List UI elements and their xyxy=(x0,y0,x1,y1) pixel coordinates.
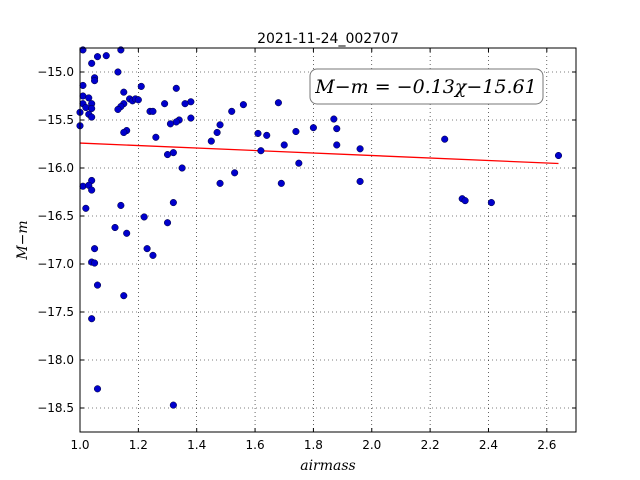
data-point xyxy=(309,124,317,132)
data-point xyxy=(120,88,128,96)
data-point xyxy=(88,104,96,113)
x-axis-label: airmass xyxy=(300,458,356,474)
data-point xyxy=(181,100,189,108)
data-point xyxy=(93,53,102,61)
data-point xyxy=(257,147,265,155)
data-point xyxy=(93,385,102,393)
data-point xyxy=(263,131,271,139)
x-tick-label: 1.4 xyxy=(187,438,206,452)
data-point xyxy=(152,133,160,141)
data-point xyxy=(102,52,110,60)
data-point xyxy=(91,259,99,267)
y-axis-label: M−m xyxy=(15,220,31,260)
data-point xyxy=(82,204,90,212)
x-tick-label: 2.6 xyxy=(537,438,556,452)
data-point xyxy=(85,94,93,102)
y-tick-label: −18.0 xyxy=(37,353,74,367)
data-point xyxy=(228,107,236,115)
grid-lines xyxy=(79,48,576,432)
x-tick-label: 1.8 xyxy=(304,438,323,452)
data-point xyxy=(172,84,180,92)
data-point xyxy=(88,59,96,67)
data-points xyxy=(76,46,563,409)
data-point xyxy=(277,179,285,187)
axis-ticks: 1.0 1.2 1.4 1.6 1.8 2.0 2.2 2.4 2.6 −15.0 −15.5 −16… xyxy=(37,48,576,452)
data-point xyxy=(178,164,186,172)
data-point xyxy=(207,137,215,145)
x-tick-label: 2.2 xyxy=(421,438,440,452)
y-tick-label: −15.0 xyxy=(37,65,74,79)
data-point xyxy=(140,213,148,221)
data-point xyxy=(114,105,122,113)
x-tick-label: 1.6 xyxy=(246,438,265,452)
data-point xyxy=(274,99,282,107)
data-point xyxy=(554,151,563,160)
data-point xyxy=(166,120,174,128)
chart-title: 2021-11-24_002707 xyxy=(257,31,399,47)
plot-frame xyxy=(79,47,577,433)
data-point xyxy=(163,151,172,159)
data-point xyxy=(163,219,172,227)
data-point xyxy=(356,145,364,153)
x-tick-label: 1.2 xyxy=(129,438,148,452)
data-point xyxy=(216,121,224,129)
data-point xyxy=(216,179,224,187)
y-tick-label: −17.5 xyxy=(37,305,74,319)
data-point xyxy=(111,223,119,232)
data-point xyxy=(117,201,125,209)
data-point xyxy=(149,107,157,115)
data-point xyxy=(213,128,221,137)
x-tick-label: 2.4 xyxy=(479,438,498,452)
y-tick-label: −18.5 xyxy=(37,401,74,415)
data-point xyxy=(79,81,87,89)
data-point xyxy=(88,315,96,323)
data-point xyxy=(91,245,99,253)
y-tick-label: −16.0 xyxy=(37,161,74,175)
data-point xyxy=(333,125,341,133)
data-point xyxy=(169,401,177,409)
fit-annotation-box: M−m = −0.13χ−15.61 xyxy=(309,68,544,105)
data-point xyxy=(461,197,469,205)
y-tick-label: −17.0 xyxy=(37,257,74,271)
data-point xyxy=(137,82,145,90)
data-point xyxy=(231,169,239,177)
data-point xyxy=(333,141,341,149)
data-point xyxy=(356,177,364,185)
data-point xyxy=(169,199,177,207)
data-point xyxy=(280,141,288,149)
data-point xyxy=(82,103,90,112)
fit-line xyxy=(79,142,559,165)
data-point xyxy=(114,68,122,76)
data-point xyxy=(161,100,169,108)
data-point xyxy=(120,128,128,137)
data-point xyxy=(187,114,195,122)
data-point xyxy=(487,199,495,207)
data-point xyxy=(239,101,247,109)
y-tick-label: −15.5 xyxy=(37,113,74,127)
data-point xyxy=(149,251,157,259)
data-point xyxy=(79,182,87,190)
fit-line-group xyxy=(79,142,559,165)
fit-annotation-frame xyxy=(309,68,544,105)
data-point xyxy=(134,96,142,104)
fit-annotation-text: M−m = −0.13χ−15.61 xyxy=(314,76,536,98)
data-point xyxy=(88,113,96,121)
data-point xyxy=(292,127,300,136)
data-point xyxy=(123,229,131,237)
data-point xyxy=(143,245,151,253)
data-point xyxy=(330,115,338,123)
data-point xyxy=(120,292,128,300)
data-point xyxy=(254,129,262,137)
y-tick-label: −16.5 xyxy=(37,209,74,223)
data-point xyxy=(91,77,99,85)
data-point xyxy=(441,135,449,143)
x-tick-label: 2.0 xyxy=(362,438,381,452)
x-tick-label: 1.0 xyxy=(70,438,89,452)
data-point xyxy=(295,159,303,167)
data-point xyxy=(93,281,102,289)
data-point xyxy=(88,186,96,194)
